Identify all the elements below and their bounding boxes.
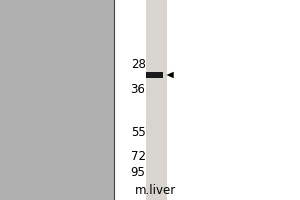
Text: 55: 55 [131, 126, 146, 138]
Bar [146, 0, 167, 200]
Bar [114, 0, 300, 200]
Text: 72: 72 [130, 150, 146, 162]
Text: 28: 28 [130, 58, 146, 71]
Text: 95: 95 [130, 166, 146, 178]
Text: m.liver: m.liver [135, 184, 177, 198]
Bar [146, 72, 163, 78]
Text: 36: 36 [130, 83, 146, 96]
Polygon shape [167, 72, 174, 78]
